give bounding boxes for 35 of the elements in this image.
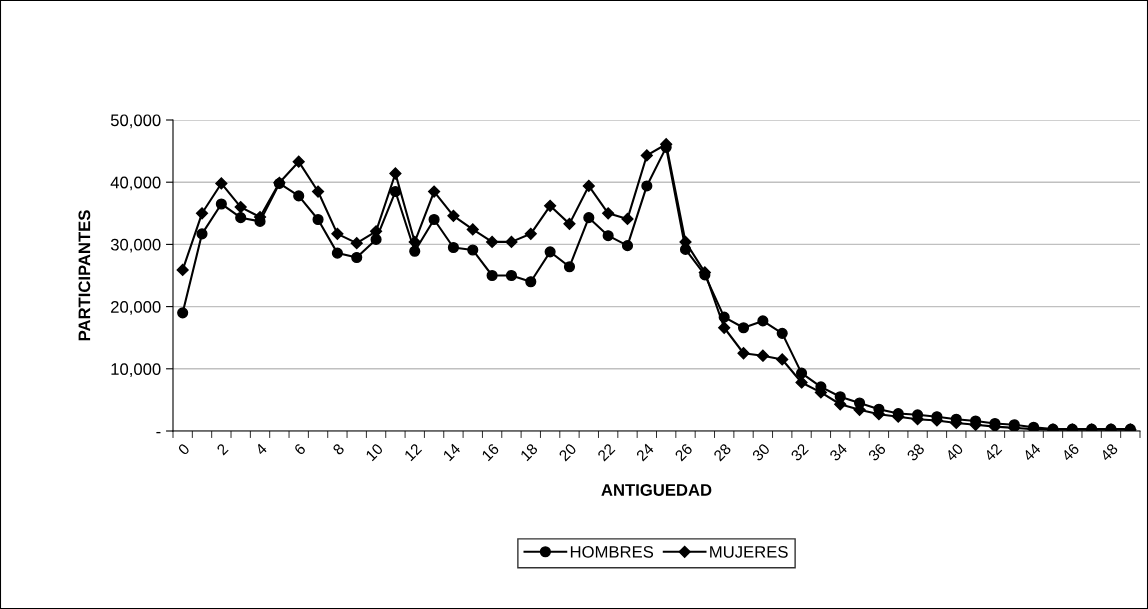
x-tick-label: 22 <box>596 442 616 462</box>
y-tick-label: 20,000 <box>111 301 161 315</box>
x-tick-label: 42 <box>983 442 1003 462</box>
x-tick-label: 24 <box>635 442 655 462</box>
x-tick-label: 28 <box>713 442 732 462</box>
x-tick-label: 2 <box>216 442 229 456</box>
y-tick-label: 40,000 <box>110 176 161 191</box>
x-tick-label: 44 <box>1022 442 1042 462</box>
y-tick-label: 50,000 <box>110 114 161 129</box>
x-tick-label: 6 <box>293 442 307 456</box>
y-tick-label: 10,000 <box>111 363 161 377</box>
x-tick-label: 8 <box>332 442 345 456</box>
x-tick-label: 48 <box>1099 442 1119 462</box>
x-tick-label: 30 <box>751 442 771 462</box>
x-tick-label: 36 <box>867 442 887 462</box>
x-axis-title: ANTIGUEDAD <box>601 484 712 496</box>
legend-label: HOMBRES <box>570 545 654 558</box>
x-tick-label: 38 <box>906 442 926 462</box>
x-tick-label: 4 <box>254 442 268 456</box>
x-tick-label: 16 <box>481 442 500 462</box>
x-tick-label: 10 <box>365 442 384 462</box>
y-tick-label: 30,000 <box>110 238 161 253</box>
x-tick-label: 20 <box>558 442 577 462</box>
x-tick-label: 46 <box>1060 442 1080 462</box>
y-tick-label: - <box>156 431 161 434</box>
x-tick-label: 32 <box>790 442 809 462</box>
x-tick-label: 34 <box>828 442 848 462</box>
x-tick-label: 12 <box>403 442 423 462</box>
y-axis-title: PARTICIPANTES <box>78 210 91 341</box>
x-tick-label: 26 <box>674 442 693 462</box>
x-tick-label: 18 <box>519 442 539 462</box>
x-tick-label: 14 <box>442 442 461 462</box>
x-tick-label: 0 <box>177 442 191 456</box>
legend-label: MUJERES <box>710 545 788 558</box>
x-tick-label: 40 <box>944 442 964 462</box>
